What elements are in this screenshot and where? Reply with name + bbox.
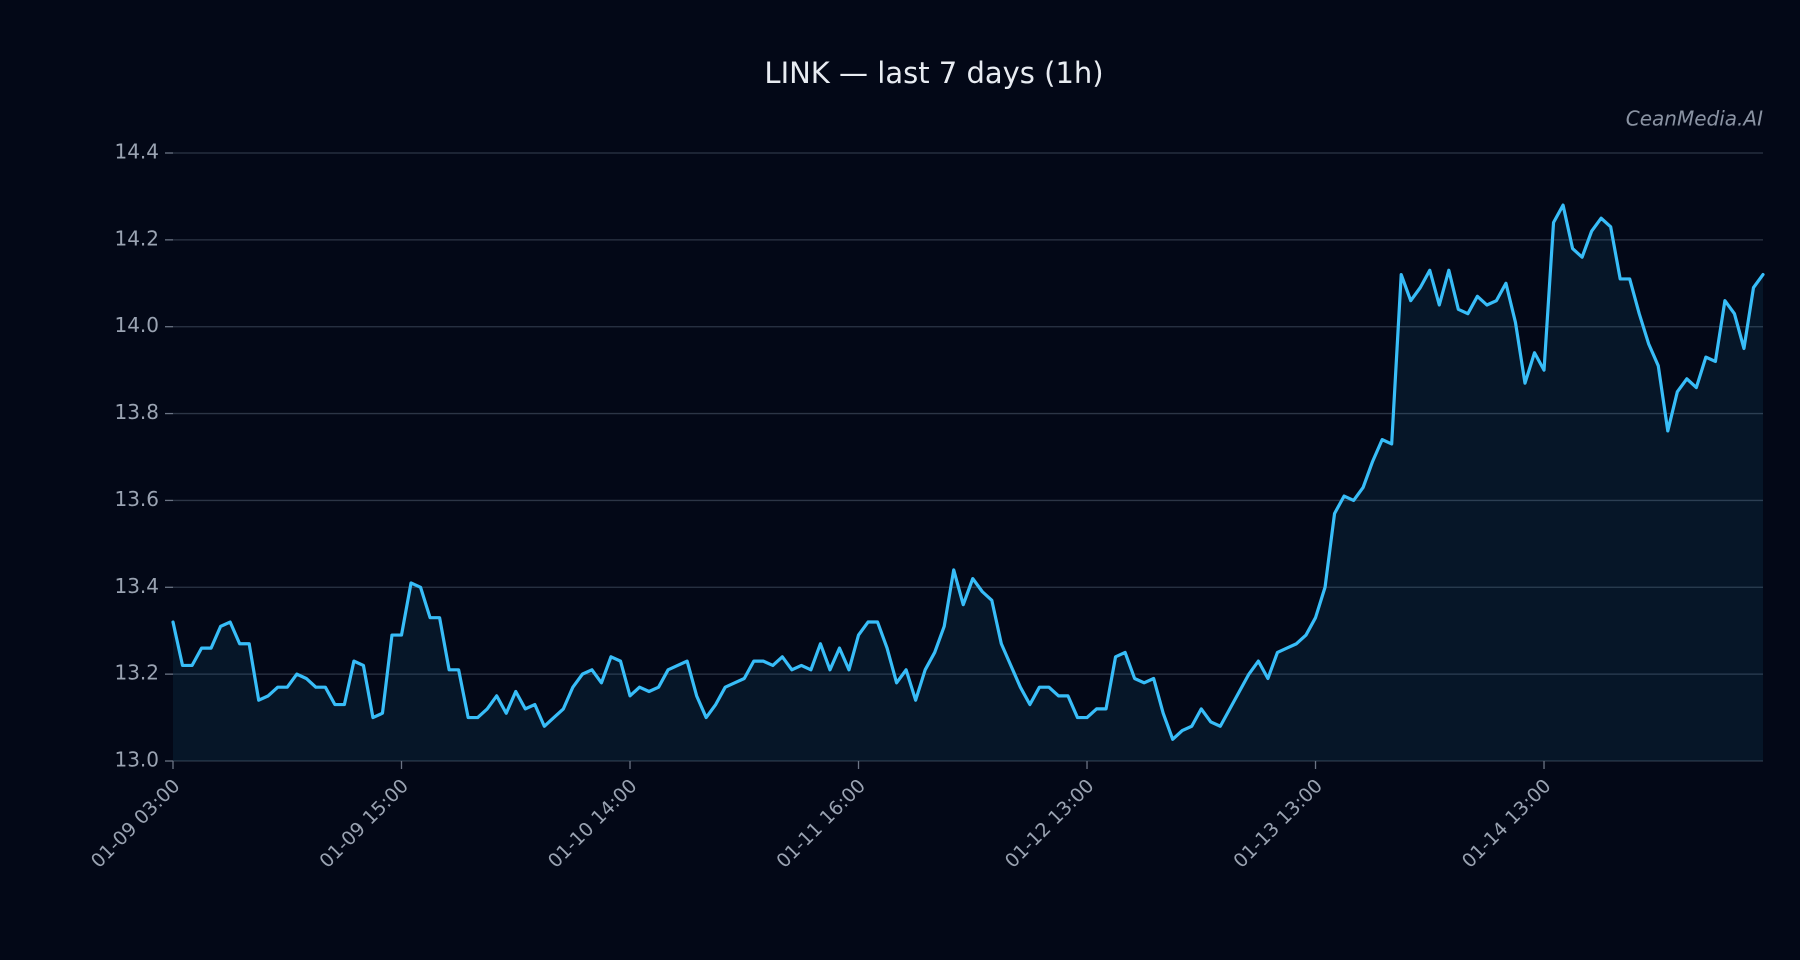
y-tick-label: 13.4	[114, 574, 159, 598]
price-line	[171, 203, 1765, 741]
y-tick-label: 13.0	[114, 748, 159, 772]
y-tick-label: 14.4	[114, 140, 159, 164]
y-tick-label: 13.8	[114, 400, 159, 424]
watermark: CeanMedia.AI	[1626, 107, 1763, 131]
y-tick-label: 13.2	[114, 661, 159, 685]
y-tick-label: 13.6	[114, 487, 159, 511]
y-tick-label: 14.0	[114, 313, 159, 337]
chart-title: LINK — last 7 days (1h)	[764, 56, 1103, 90]
y-tick-label: 14.2	[114, 226, 159, 250]
area-fill	[173, 205, 1763, 762]
